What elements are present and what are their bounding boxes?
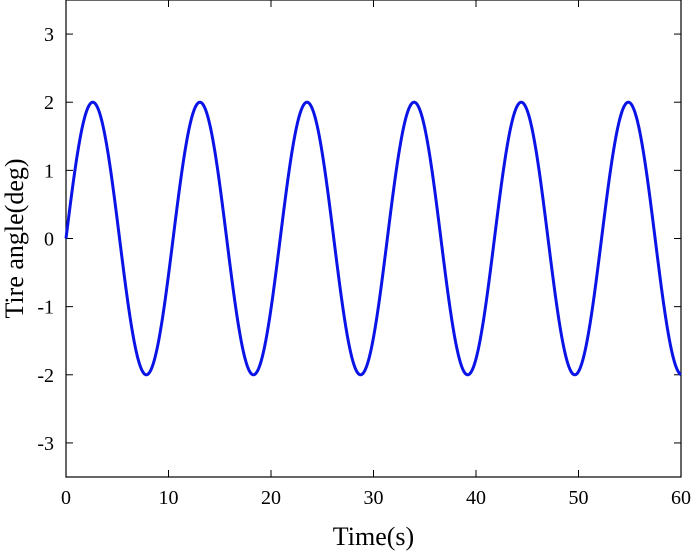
ticks-layer: 0 10 20 30 40 50 60 -3 -2 -1 0 1 2 3: [37, 0, 691, 509]
x-tick-label: 0: [61, 487, 71, 509]
plot-area-frame: [65, 0, 682, 478]
y-tick-label: 2: [44, 92, 54, 114]
x-tick-label: 50: [569, 487, 589, 509]
y-tick-label: 0: [44, 229, 54, 251]
x-tick-label: 10: [159, 487, 179, 509]
y-tick-label: -3: [37, 433, 54, 455]
series-layer: [64, 100, 682, 377]
y-tick-label: -1: [37, 297, 54, 319]
y-tick-label: 1: [44, 160, 54, 182]
series-line: [64, 100, 682, 377]
x-axis-label: Time(s): [333, 522, 414, 551]
y-tick-label: -2: [37, 365, 54, 387]
x-tick-label: 60: [671, 487, 691, 509]
x-tick-label: 20: [261, 487, 281, 509]
y-tick-label: 3: [44, 24, 54, 46]
y-axis-label: Tire angle(deg): [0, 158, 29, 318]
x-tick-label: 30: [364, 487, 384, 509]
x-tick-label: 40: [466, 487, 486, 509]
